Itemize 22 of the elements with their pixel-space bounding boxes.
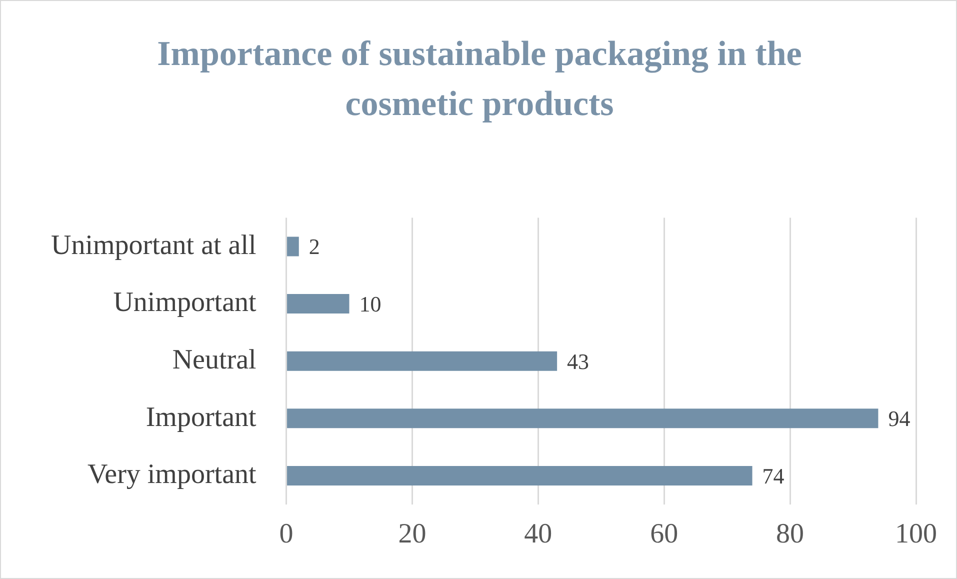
y-tick-label: Very important <box>88 459 256 490</box>
bar <box>287 408 878 428</box>
y-tick-label: Unimportant <box>113 287 256 318</box>
data-label: 10 <box>359 292 382 317</box>
data-label: 43 <box>567 348 590 374</box>
bar <box>287 236 299 256</box>
x-tick-label: 0 <box>279 518 294 550</box>
x-tick-label: 20 <box>398 518 426 550</box>
x-tick-label: 80 <box>776 518 804 550</box>
y-tick-label: Neutral <box>172 344 256 376</box>
x-tick-label: 60 <box>650 518 678 550</box>
data-label: 94 <box>888 406 910 432</box>
bar <box>287 466 752 486</box>
data-label: 2 <box>308 234 320 260</box>
x-tick-label: 100 <box>895 518 937 550</box>
y-tick-label: Unimportant at all <box>50 230 256 261</box>
bar <box>287 351 558 371</box>
bar <box>287 294 350 314</box>
y-tick-label: Important <box>146 402 256 433</box>
x-tick-label: 40 <box>524 518 552 550</box>
data-label: 74 <box>762 464 784 489</box>
chart-title: Importance of sustainable packaging in the cosmetic products <box>156 33 803 125</box>
